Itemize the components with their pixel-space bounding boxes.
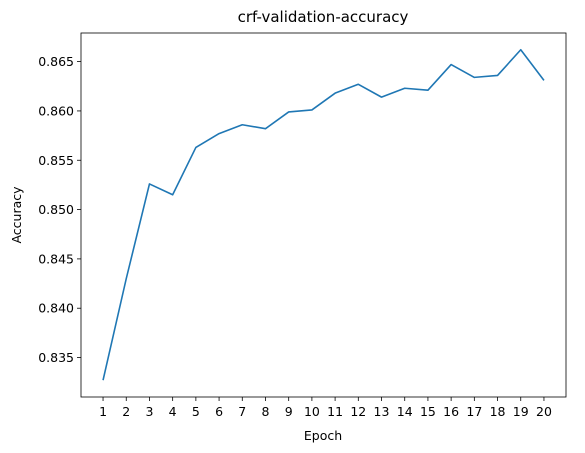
data-point xyxy=(472,75,476,79)
x-tick-label: 16 xyxy=(443,404,459,419)
x-tick-label: 17 xyxy=(466,404,482,419)
y-tick-label: 0.850 xyxy=(38,202,74,217)
data-point xyxy=(194,145,198,149)
data-point xyxy=(542,78,546,82)
data-point xyxy=(380,95,384,99)
x-tick-label: 4 xyxy=(169,404,177,419)
data-point xyxy=(496,73,500,77)
data-point xyxy=(403,86,407,90)
x-tick-label: 2 xyxy=(122,404,130,419)
x-tick-label: 8 xyxy=(262,404,270,419)
y-tick-label: 0.855 xyxy=(38,153,74,168)
x-axis: 1 2 3 4 5 6 7 8 9 10 11 12 13 14 15 16 17 18 19 20 xyxy=(99,397,552,419)
x-tick-label: 1 xyxy=(99,404,107,419)
data-point xyxy=(217,132,221,136)
x-tick-label: 11 xyxy=(327,404,343,419)
x-tick-label: 6 xyxy=(215,404,223,419)
x-tick-label: 3 xyxy=(145,404,153,419)
data-point xyxy=(333,91,337,95)
x-tick-label: 18 xyxy=(490,404,506,419)
x-axis-label: Epoch xyxy=(304,428,342,443)
data-point xyxy=(263,127,267,131)
data-point xyxy=(426,88,430,92)
y-tick-label: 0.860 xyxy=(38,103,74,118)
y-tick-label: 0.865 xyxy=(38,54,74,69)
x-tick-label: 14 xyxy=(397,404,413,419)
plot-area xyxy=(81,33,566,397)
y-axis: 0.835 0.840 0.845 0.850 0.855 0.860 0.865 xyxy=(38,54,81,365)
data-point xyxy=(147,182,151,186)
x-tick-label: 9 xyxy=(285,404,293,419)
y-axis-label: Accuracy xyxy=(9,186,24,244)
x-tick-label: 12 xyxy=(350,404,366,419)
y-tick-label: 0.840 xyxy=(38,301,74,316)
x-tick-label: 15 xyxy=(420,404,436,419)
data-point xyxy=(101,378,105,382)
x-tick-label: 13 xyxy=(374,404,390,419)
x-tick-label: 10 xyxy=(304,404,320,419)
data-point xyxy=(356,82,360,86)
y-tick-label: 0.835 xyxy=(38,350,74,365)
data-point xyxy=(310,108,314,112)
chart-title: crf-validation-accuracy xyxy=(238,8,409,26)
y-tick-label: 0.845 xyxy=(38,251,74,266)
x-tick-label: 19 xyxy=(513,404,529,419)
data-point xyxy=(449,63,453,67)
x-tick-label: 20 xyxy=(536,404,552,419)
x-tick-label: 5 xyxy=(192,404,200,419)
data-point xyxy=(287,110,291,114)
data-point xyxy=(171,193,175,197)
data-point xyxy=(240,123,244,127)
data-point xyxy=(519,48,523,52)
x-tick-label: 7 xyxy=(238,404,246,419)
data-point xyxy=(124,277,128,281)
